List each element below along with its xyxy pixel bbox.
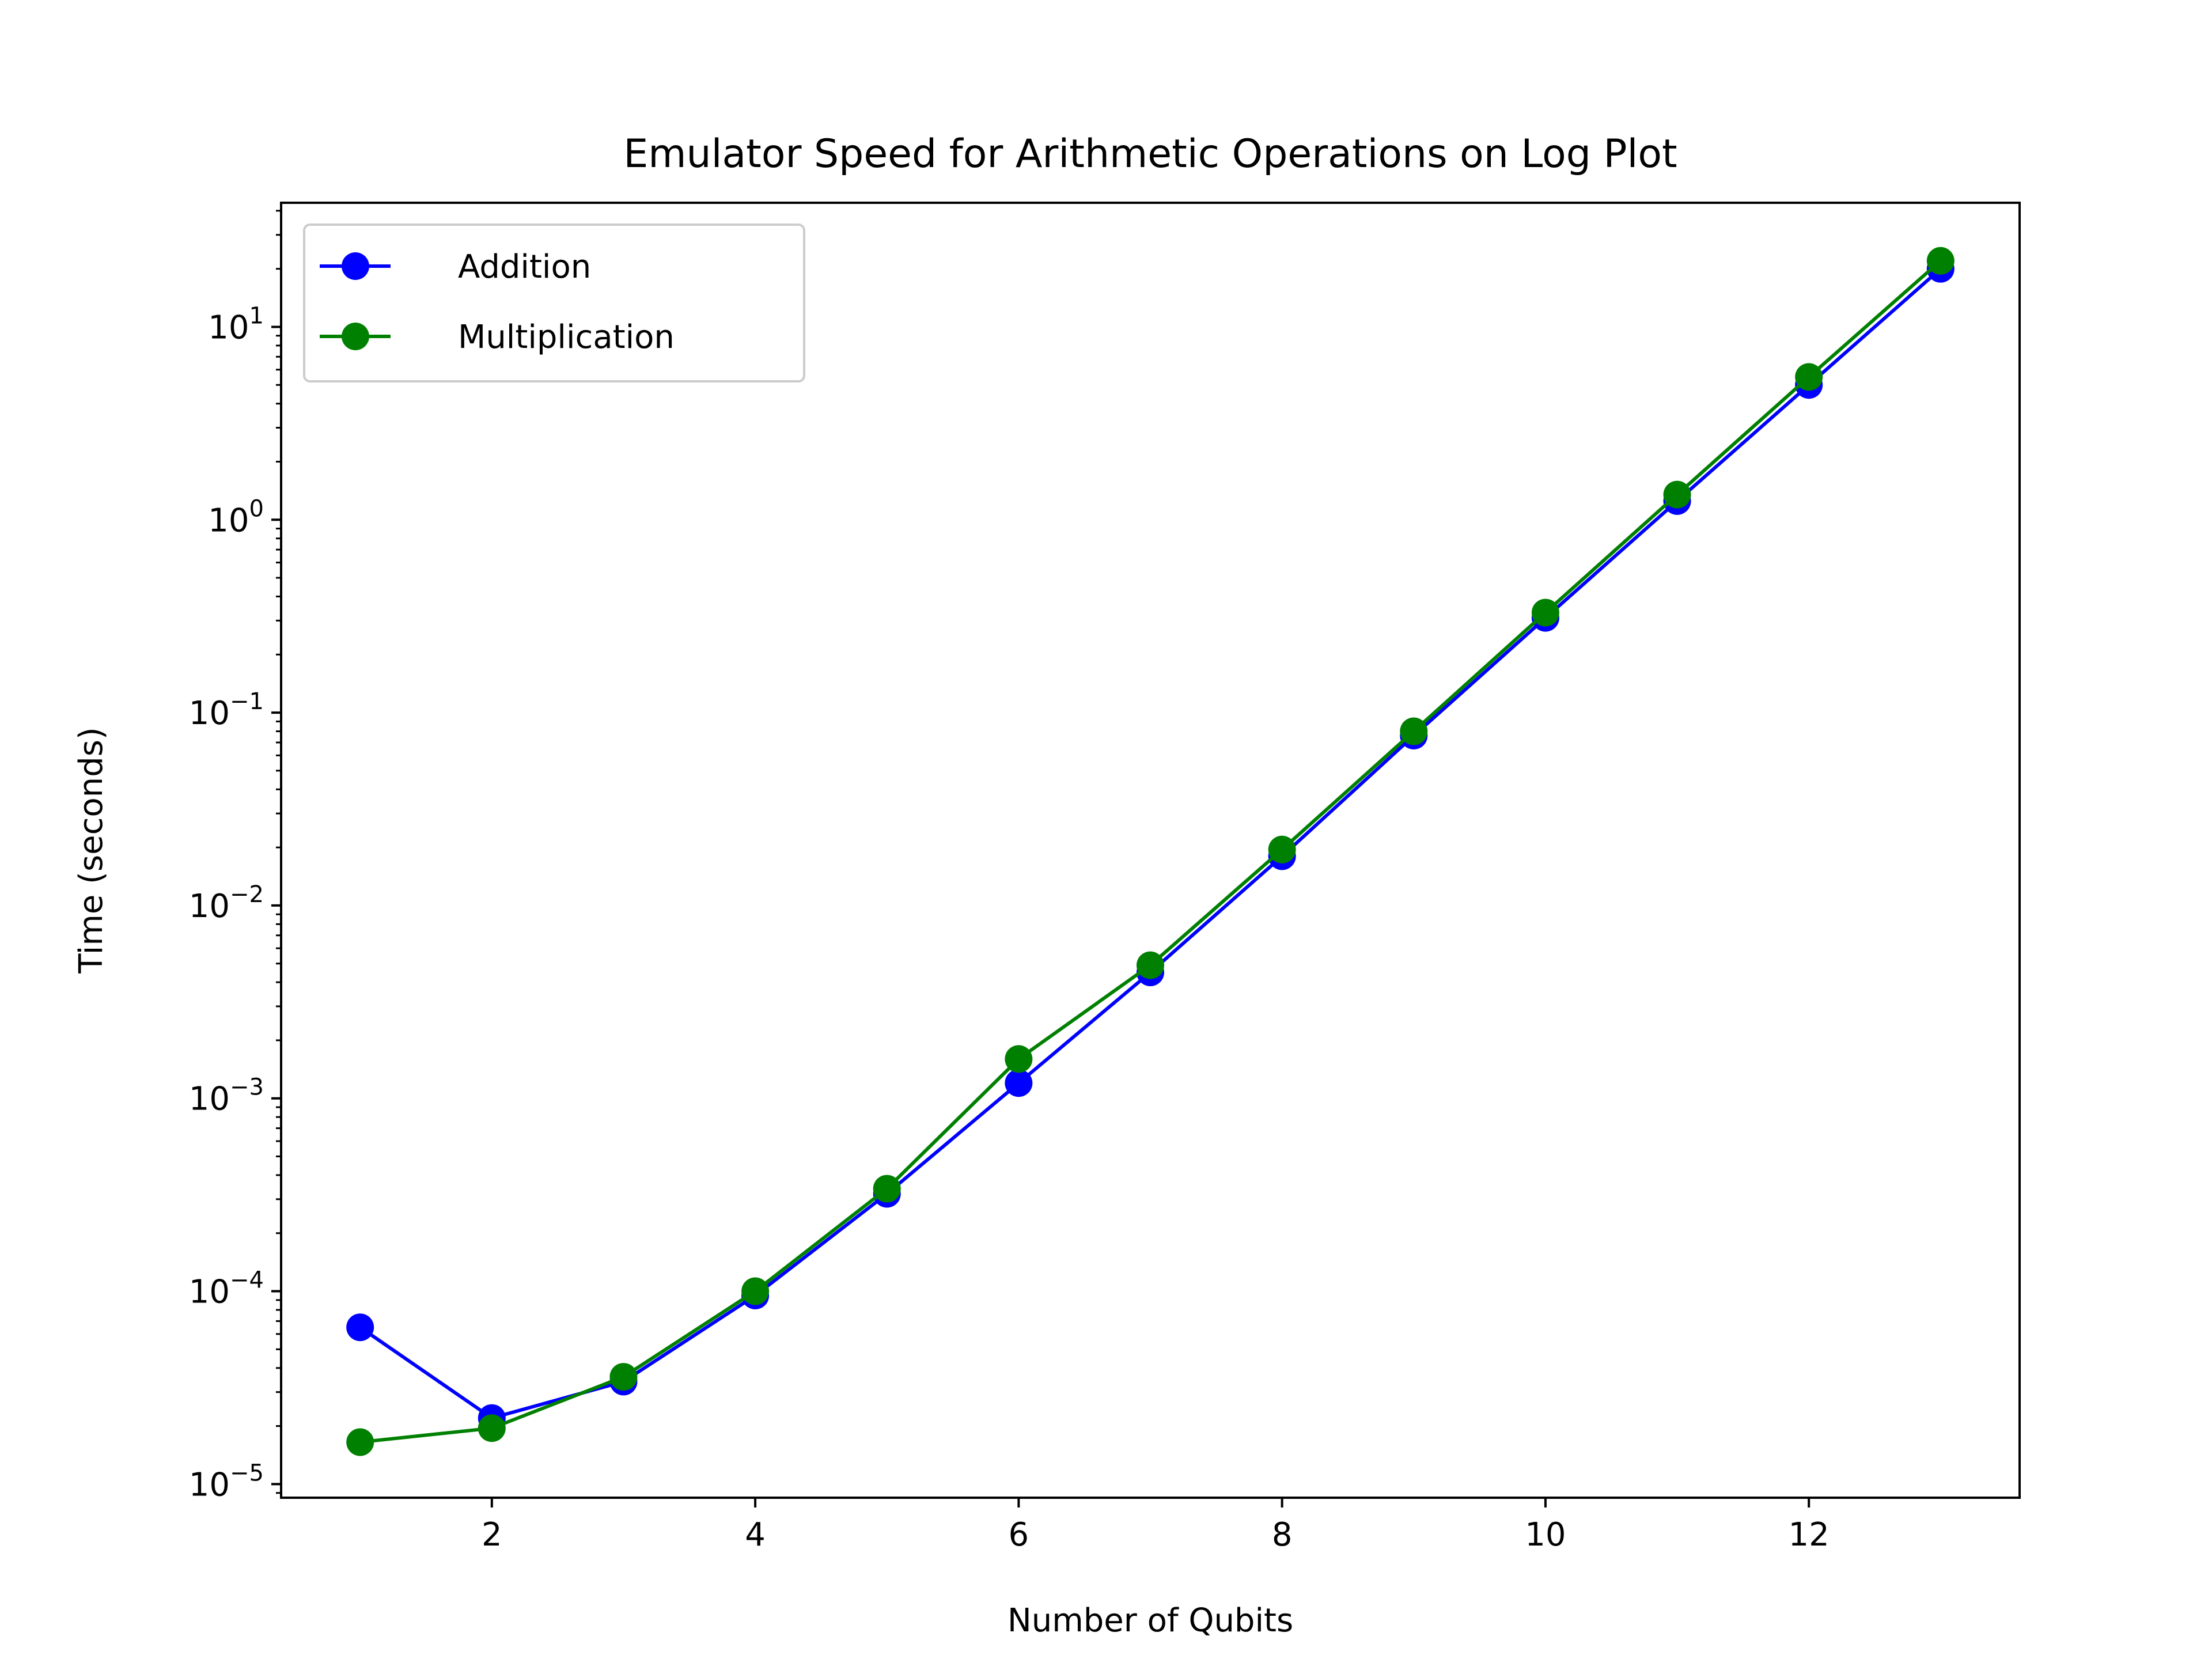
data-point bbox=[1926, 247, 1955, 275]
x-tick-label: 4 bbox=[745, 1516, 766, 1554]
axes-frame bbox=[280, 202, 2021, 1499]
y-tick-label: 10−5 bbox=[189, 1460, 264, 1503]
data-point bbox=[346, 1313, 374, 1342]
y-tick-label: 101 bbox=[208, 302, 264, 346]
x-tick-label: 2 bbox=[482, 1516, 502, 1554]
data-point bbox=[346, 1428, 374, 1456]
legend-marker bbox=[342, 323, 369, 350]
y-tick-label: 10−1 bbox=[189, 688, 264, 732]
x-axis-label: Number of Qubits bbox=[1007, 1602, 1293, 1639]
data-point bbox=[1137, 951, 1164, 979]
data-point bbox=[1268, 835, 1296, 863]
chart-title: Emulator Speed for Arithmetic Operations… bbox=[623, 131, 1677, 177]
legend-label: Addition bbox=[458, 248, 591, 286]
series-layer bbox=[346, 247, 1955, 1456]
y-axis-label: Time (seconds) bbox=[73, 727, 110, 974]
legend-label: Multiplication bbox=[458, 319, 675, 356]
y-tick-label: 10−3 bbox=[189, 1074, 264, 1118]
data-point bbox=[478, 1414, 506, 1442]
legend-marker bbox=[342, 252, 369, 280]
x-tick-label: 12 bbox=[1789, 1516, 1830, 1554]
x-tick-label: 10 bbox=[1525, 1516, 1566, 1554]
data-point bbox=[873, 1175, 901, 1203]
data-point bbox=[1005, 1045, 1033, 1073]
data-point bbox=[1795, 363, 1823, 391]
data-point bbox=[609, 1363, 638, 1391]
data-point bbox=[1663, 480, 1691, 509]
data-point bbox=[1400, 717, 1428, 745]
x-axis-ticks: 2 4 6 8 10 12 bbox=[482, 1498, 1830, 1554]
y-tick-label: 100 bbox=[208, 495, 264, 539]
data-point bbox=[1531, 599, 1559, 627]
y-tick-label: 10−4 bbox=[189, 1267, 264, 1311]
data-point bbox=[741, 1277, 770, 1305]
data-point bbox=[1005, 1069, 1033, 1097]
y-tick-label: 10−2 bbox=[189, 881, 264, 925]
x-tick-label: 6 bbox=[1009, 1516, 1029, 1554]
x-tick-label: 8 bbox=[1272, 1516, 1293, 1554]
legend: Addition Multiplication bbox=[303, 224, 805, 382]
y-axis-ticks: 10−5 10−4 10−3 10−2 10−1 100 101 bbox=[189, 210, 281, 1503]
legend-box bbox=[303, 224, 805, 382]
